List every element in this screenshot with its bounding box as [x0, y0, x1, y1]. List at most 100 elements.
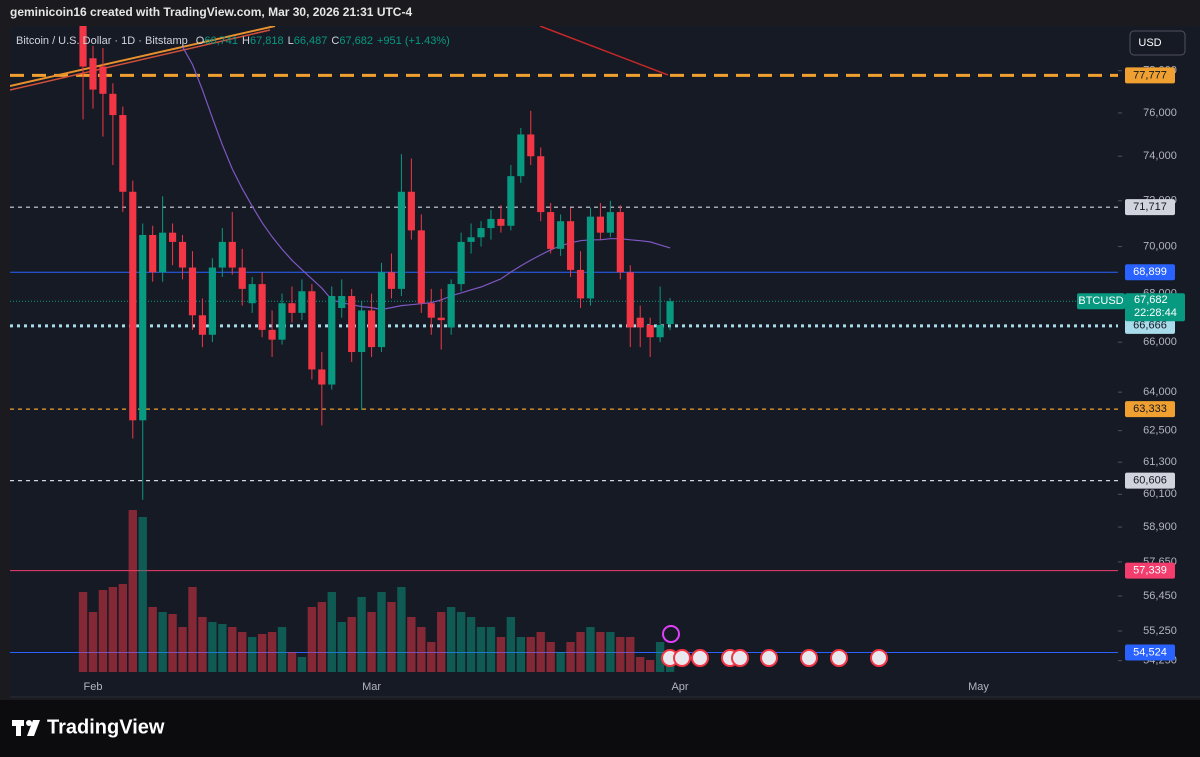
candle-body	[557, 221, 565, 249]
event-icon[interactable]	[691, 649, 709, 667]
volume-bar	[128, 510, 137, 672]
volume-bar	[247, 637, 257, 672]
legend-text: 66,741	[204, 35, 238, 47]
logo-part	[26, 720, 32, 726]
candle-body	[487, 218, 495, 229]
level-tag	[1125, 472, 1175, 489]
volume-bar	[98, 590, 108, 672]
level-label: 66,666	[1133, 320, 1167, 332]
y-tick-label: 64,000	[1143, 386, 1177, 398]
volume-bar	[665, 662, 675, 672]
volume-bar	[586, 627, 595, 672]
level-tags: 77,777 71,717 68,899 66,666 63,333 60,606 57,3…	[1077, 67, 1185, 661]
volume-bar	[655, 642, 665, 672]
volume-bar	[347, 617, 356, 672]
candle-body	[666, 301, 674, 324]
x-tick-label: May	[968, 681, 989, 693]
volume-bar	[546, 642, 555, 672]
level-label: 63,333	[1133, 403, 1167, 415]
candle-body	[338, 296, 346, 309]
trend-line	[10, 29, 271, 91]
volume-bar	[596, 632, 605, 672]
volume-bar	[526, 637, 535, 672]
volume-bar	[138, 517, 147, 672]
candle-body	[99, 66, 107, 94]
volume-bar	[228, 627, 237, 672]
legend: Bitcoin / U.S. Dollar · 1D · Bitstamp O66…	[16, 35, 450, 47]
candle-body	[348, 296, 356, 353]
level-label: 71,717	[1133, 201, 1167, 213]
y-tick-label: 70,000	[1143, 240, 1177, 252]
volume-bar	[287, 652, 297, 672]
y-tick-label: 62,500	[1143, 425, 1177, 437]
event-icon[interactable]	[673, 649, 691, 667]
candle-body	[646, 324, 654, 338]
symbol-label: BTCUSD	[1078, 295, 1123, 307]
candle-body	[129, 191, 137, 421]
candle-body	[407, 191, 415, 231]
candle-body	[397, 191, 406, 289]
level-tag	[1125, 199, 1175, 216]
candle-body	[377, 272, 386, 348]
volume-bar	[437, 612, 446, 672]
candle-body	[258, 284, 266, 330]
candle-body	[636, 317, 644, 328]
volume-bar	[238, 632, 247, 672]
event-icon[interactable]	[830, 649, 848, 667]
volume-bar	[636, 657, 645, 672]
level-label: 68,899	[1133, 266, 1167, 278]
candle-body	[358, 310, 366, 353]
candle-body	[89, 58, 97, 90]
level-tag	[1125, 562, 1175, 579]
event-icon[interactable]	[731, 649, 749, 667]
event-icon[interactable]	[760, 649, 778, 667]
x-tick-label: Apr	[671, 681, 688, 693]
volume-bar	[446, 607, 456, 672]
price-axis	[1118, 26, 1200, 697]
volume-bar	[456, 612, 466, 672]
candle-body	[139, 234, 147, 421]
candle-body	[218, 241, 226, 268]
volume-bar	[317, 602, 327, 672]
volume-bar	[158, 612, 167, 672]
volume-bar	[357, 597, 366, 672]
legend-text: 67,818	[250, 35, 284, 47]
event-icon[interactable]	[662, 625, 680, 643]
candle-body	[527, 134, 535, 157]
trend-line	[10, 26, 276, 87]
candle-body	[79, 26, 87, 67]
currency[interactable]: USD	[1138, 37, 1161, 49]
candle-body	[298, 291, 306, 313]
candle-body	[616, 212, 624, 273]
y-tick-label: 74,000	[1143, 150, 1177, 162]
volume-bar	[506, 617, 516, 672]
credit: geminicoin16 created with TradingView.co…	[10, 5, 412, 19]
volume-bar	[576, 632, 585, 672]
volume-bar	[78, 592, 88, 672]
volume-bar	[148, 607, 157, 672]
volume-bar	[307, 607, 317, 672]
volume-bar	[616, 637, 625, 672]
candle-body	[517, 134, 525, 177]
price-label: 67,682	[1134, 294, 1168, 306]
y-tick-label: 56,450	[1143, 590, 1177, 602]
currency-button[interactable]	[1129, 30, 1186, 56]
event-icon[interactable]	[800, 649, 818, 667]
volume-bar	[198, 617, 207, 672]
countdown: 22:28:44	[1134, 307, 1177, 319]
volume-bar	[297, 657, 307, 672]
candle-body	[238, 267, 246, 289]
level-label: 77,777	[1133, 69, 1167, 81]
event-icon[interactable]	[870, 649, 888, 667]
brand: TradingView	[47, 716, 165, 738]
volume-bar	[566, 642, 575, 672]
volume-bar	[516, 637, 525, 672]
plot-area	[10, 26, 1118, 697]
brand-logo	[12, 720, 40, 736]
candle-body	[149, 234, 157, 273]
level-tag	[1125, 67, 1175, 84]
volume	[78, 510, 675, 672]
volume-bar	[397, 587, 406, 672]
y-tick-label: 60,100	[1143, 488, 1177, 500]
